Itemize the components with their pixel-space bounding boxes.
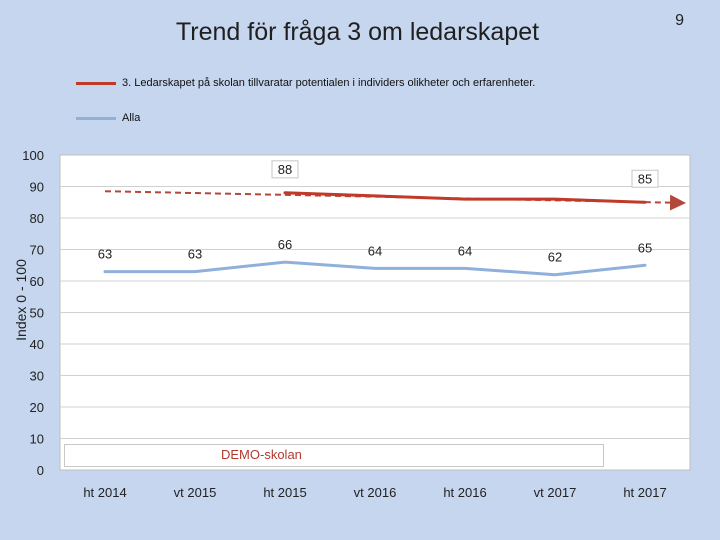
x-tick-label: ht 2015 <box>263 485 306 500</box>
legend-swatch-alla <box>76 116 116 120</box>
y-tick-label: 10 <box>30 432 44 447</box>
series-line-school <box>283 191 647 204</box>
data-label-box <box>271 160 299 179</box>
x-tick-label: ht 2017 <box>623 485 666 500</box>
data-label-alla: 63 <box>98 247 112 262</box>
data-label-box <box>631 169 659 188</box>
y-tick-label: 100 <box>22 148 44 163</box>
y-tick-label: 80 <box>30 211 44 226</box>
y-tick-label: 0 <box>37 463 44 478</box>
chart-title: Trend för fråga 3 om ledarskapet <box>175 18 540 46</box>
y-tick-label: 70 <box>30 243 44 258</box>
series-line-alla <box>103 260 647 277</box>
legend-item-school: 3. Ledarskapet på skolan tillvaratar pot… <box>76 73 535 93</box>
legend-label-school: 3. Ledarskapet på skolan tillvaratar pot… <box>122 77 536 89</box>
legend-item-alla: Alla <box>76 108 140 128</box>
data-label-school: 85 <box>638 171 652 186</box>
y-tick-label: 60 <box>30 274 44 289</box>
legend-swatch-school <box>76 81 116 85</box>
data-label-alla: 63 <box>188 247 202 262</box>
y-tick-label: 40 <box>30 337 44 352</box>
data-label-alla: 64 <box>368 243 382 258</box>
x-tick-label: ht 2014 <box>83 485 126 500</box>
data-label-alla: 66 <box>278 237 292 252</box>
y-tick-label: 90 <box>30 180 44 195</box>
y-tick-label: 30 <box>30 369 44 384</box>
data-label-alla: 62 <box>548 250 562 265</box>
school-name-note: DEMO-skolan <box>221 447 302 462</box>
y-tick-label: 50 <box>30 306 44 321</box>
y-axis-title: Index 0 - 100 <box>13 259 29 341</box>
x-tick-label: vt 2015 <box>174 485 217 500</box>
data-label-school: 88 <box>278 162 292 177</box>
x-tick-label: vt 2017 <box>534 485 577 500</box>
x-tick-label: vt 2016 <box>354 485 397 500</box>
x-tick-label: ht 2016 <box>443 485 486 500</box>
legend-label-alla: Alla <box>122 112 141 124</box>
page-number: 9 <box>675 12 684 29</box>
note-box: DEMO-skolan <box>64 444 604 467</box>
data-label-alla: 65 <box>638 240 652 255</box>
data-label-alla: 64 <box>458 243 472 258</box>
y-tick-label: 20 <box>30 400 44 415</box>
